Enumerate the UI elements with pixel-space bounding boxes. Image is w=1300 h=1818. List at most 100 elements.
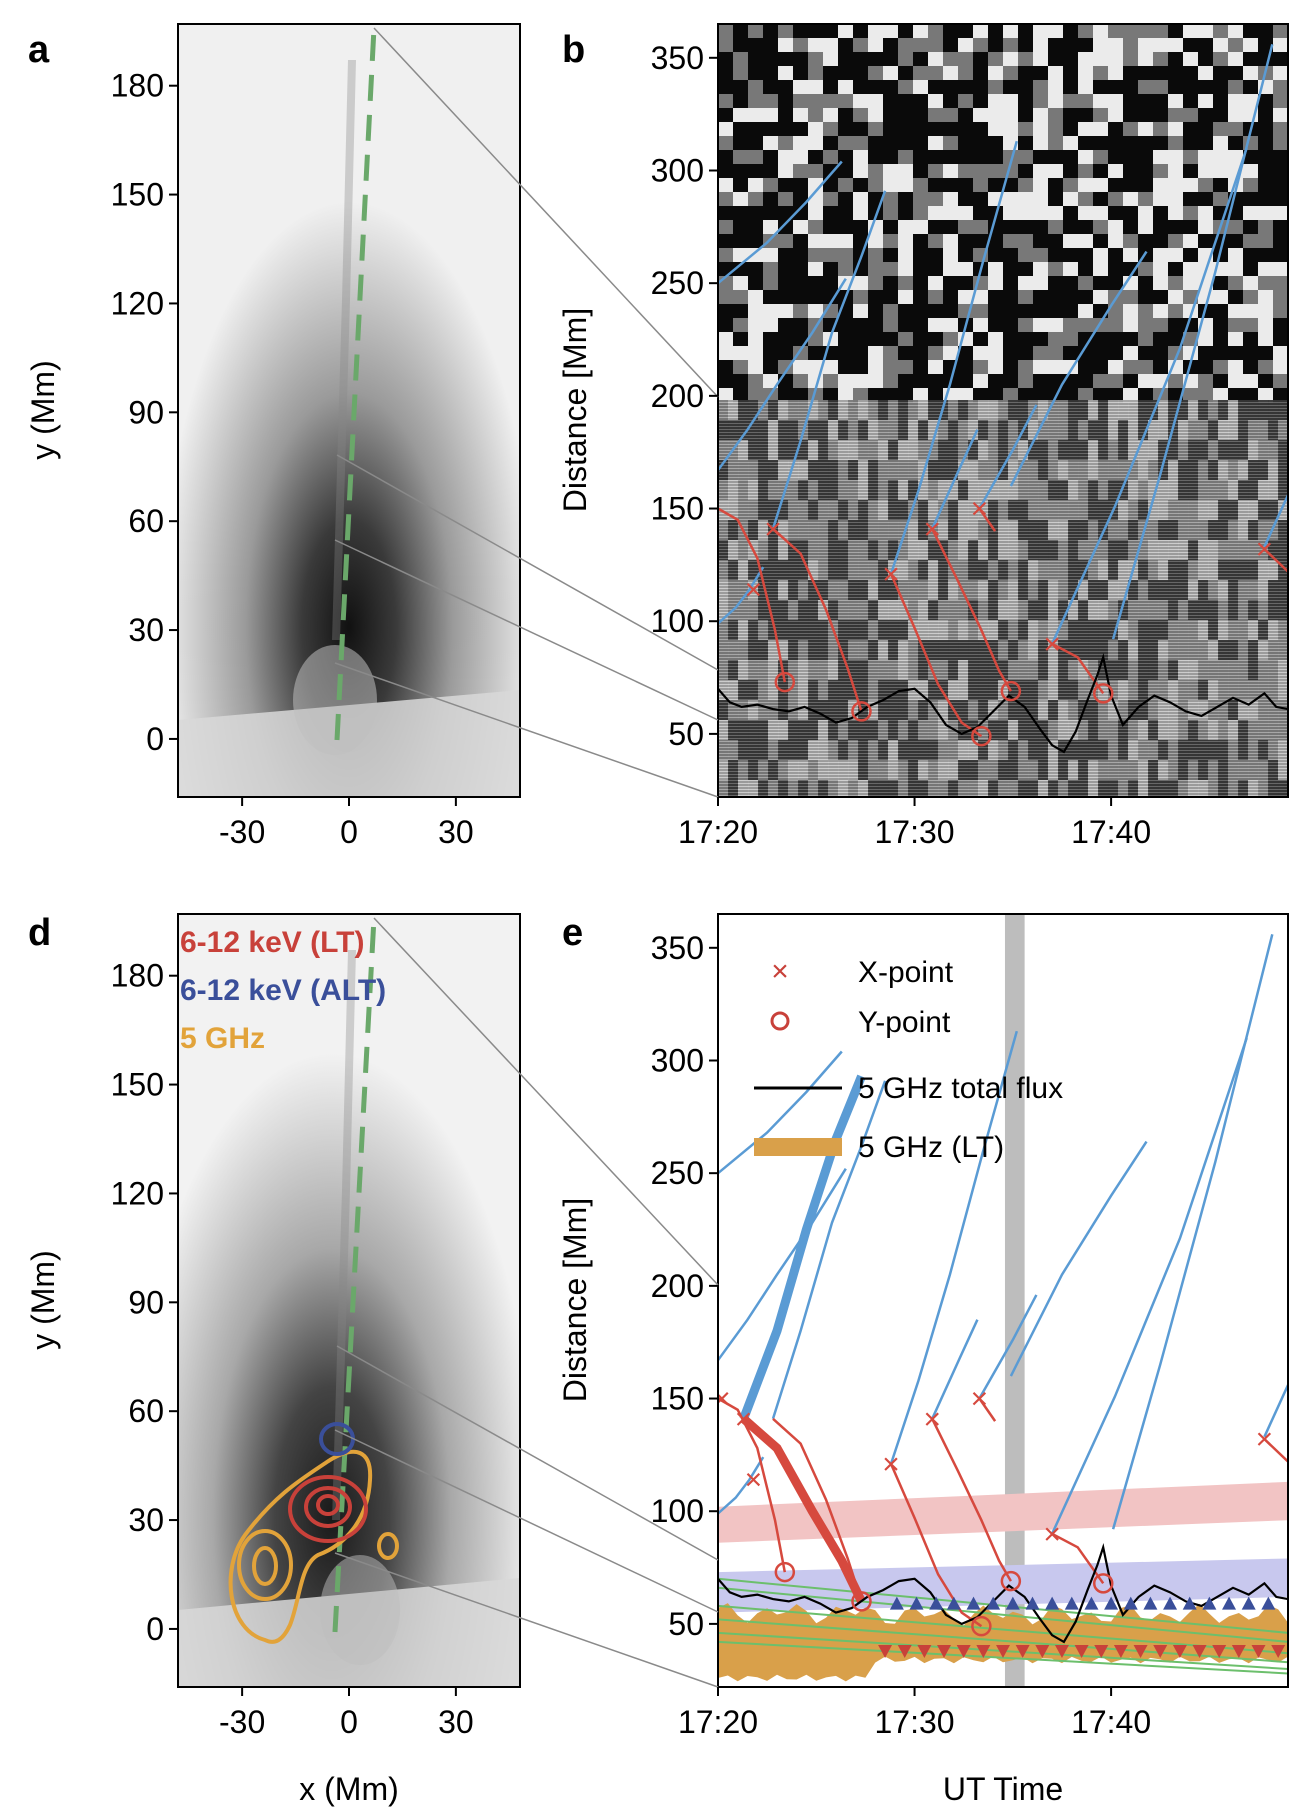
texture-cell bbox=[748, 346, 764, 361]
texture-cell bbox=[928, 38, 944, 53]
texture-cell bbox=[973, 122, 989, 137]
texture-cell bbox=[868, 346, 884, 361]
texture-cell bbox=[1063, 24, 1079, 39]
texture-cell bbox=[958, 388, 974, 403]
texture-cell bbox=[1003, 220, 1019, 235]
texture-cell bbox=[943, 108, 959, 123]
texture-cell bbox=[1213, 178, 1229, 193]
texture-cell bbox=[1078, 290, 1094, 305]
texture-cell bbox=[1228, 234, 1244, 249]
texture-cell bbox=[1138, 388, 1154, 403]
texture-cell bbox=[1153, 360, 1169, 375]
texture-cell bbox=[1018, 276, 1034, 291]
texture-cell bbox=[1258, 94, 1274, 109]
texture-cell bbox=[1153, 318, 1169, 333]
legend-e-o-marker bbox=[770, 1011, 790, 1031]
texture-cell bbox=[1063, 66, 1079, 81]
texture-cell bbox=[763, 38, 779, 53]
texture-cell bbox=[1168, 164, 1184, 179]
texture-cell bbox=[1198, 220, 1214, 235]
texture-cell bbox=[1183, 262, 1199, 277]
texture-cell bbox=[1153, 206, 1169, 221]
texture-cell bbox=[1048, 122, 1064, 137]
contraction-line bbox=[718, 1618, 1288, 1664]
texture-cell bbox=[1108, 24, 1124, 39]
texture-cell bbox=[1273, 388, 1288, 403]
texture-cell bbox=[793, 360, 809, 375]
texture-cell bbox=[1258, 108, 1274, 123]
texture-cell bbox=[1003, 360, 1019, 375]
texture-cell bbox=[748, 304, 764, 319]
texture-cell bbox=[793, 178, 809, 193]
texture-cell bbox=[718, 38, 734, 53]
texture-cell bbox=[838, 52, 854, 67]
texture-cell bbox=[763, 52, 779, 67]
red-track bbox=[889, 1463, 983, 1628]
texture-cell bbox=[883, 136, 899, 151]
x-point-marker: × bbox=[1043, 1518, 1061, 1551]
texture-cell bbox=[763, 318, 779, 333]
texture-cell bbox=[718, 220, 734, 235]
texture-cell bbox=[1138, 164, 1154, 179]
texture-cell bbox=[793, 332, 809, 347]
texture-cell bbox=[838, 220, 854, 235]
panel-e-ytick-label: 200 bbox=[651, 1268, 704, 1304]
x-point-marker: × bbox=[971, 1383, 989, 1416]
texture-cell bbox=[1018, 262, 1034, 277]
texture-cell bbox=[1273, 66, 1288, 81]
legend-e-band-swatch bbox=[754, 1138, 842, 1156]
panel-b-frame bbox=[717, 23, 1289, 798]
connector-lines bbox=[334, 27, 719, 1688]
texture-cell bbox=[1168, 206, 1184, 221]
texture-cell bbox=[1123, 318, 1139, 333]
texture-cell bbox=[883, 164, 899, 179]
texture-cell bbox=[1003, 38, 1019, 53]
texture-cell bbox=[808, 178, 824, 193]
texture-cell bbox=[1228, 304, 1244, 319]
texture-cell bbox=[1093, 24, 1109, 39]
texture-cell bbox=[838, 66, 854, 81]
texture-cell bbox=[748, 192, 764, 207]
texture-cell bbox=[1153, 80, 1169, 95]
texture-cell bbox=[1003, 304, 1019, 319]
texture-cell bbox=[1093, 80, 1109, 95]
texture-cell bbox=[793, 262, 809, 277]
panel-b-ytick-label: 250 bbox=[651, 265, 704, 301]
panel-a-ytick-label: 150 bbox=[111, 177, 164, 213]
texture-cell bbox=[1273, 192, 1288, 207]
connector-a-mid1 bbox=[336, 454, 719, 671]
texture-cell bbox=[1078, 220, 1094, 235]
texture-cell bbox=[733, 150, 749, 165]
texture-cell bbox=[898, 94, 914, 109]
texture-cell bbox=[1168, 248, 1184, 263]
panel-d-ytick-label: 0 bbox=[146, 1611, 164, 1647]
texture-cell bbox=[1243, 80, 1259, 95]
texture-cell bbox=[1108, 94, 1124, 109]
texture-cell bbox=[1198, 94, 1214, 109]
texture-cell bbox=[928, 24, 944, 39]
texture-cell bbox=[733, 122, 749, 137]
panel-a-xtick-label: -30 bbox=[219, 814, 265, 850]
texture-cell bbox=[1003, 52, 1019, 67]
alt-source-marker bbox=[1005, 1596, 1020, 1610]
texture-cell bbox=[748, 374, 764, 389]
texture-cell bbox=[793, 150, 809, 165]
texture-cell bbox=[733, 136, 749, 151]
texture-cell bbox=[973, 150, 989, 165]
texture-cell bbox=[838, 192, 854, 207]
panel-b-xtick-label: 17:30 bbox=[875, 814, 955, 850]
texture-cell bbox=[778, 262, 794, 277]
texture-cell bbox=[988, 164, 1004, 179]
lt-source-marker bbox=[1251, 1644, 1266, 1658]
texture-cell bbox=[808, 136, 824, 151]
texture-cell bbox=[793, 206, 809, 221]
texture-cell bbox=[1138, 80, 1154, 95]
texture-cell bbox=[748, 248, 764, 263]
texture-cell bbox=[1093, 94, 1109, 109]
texture-cell bbox=[1183, 136, 1199, 151]
texture-cell bbox=[943, 290, 959, 305]
texture-cell bbox=[763, 164, 779, 179]
texture-cell bbox=[838, 360, 854, 375]
texture-cell bbox=[1168, 276, 1184, 291]
texture-cell bbox=[1123, 52, 1139, 67]
